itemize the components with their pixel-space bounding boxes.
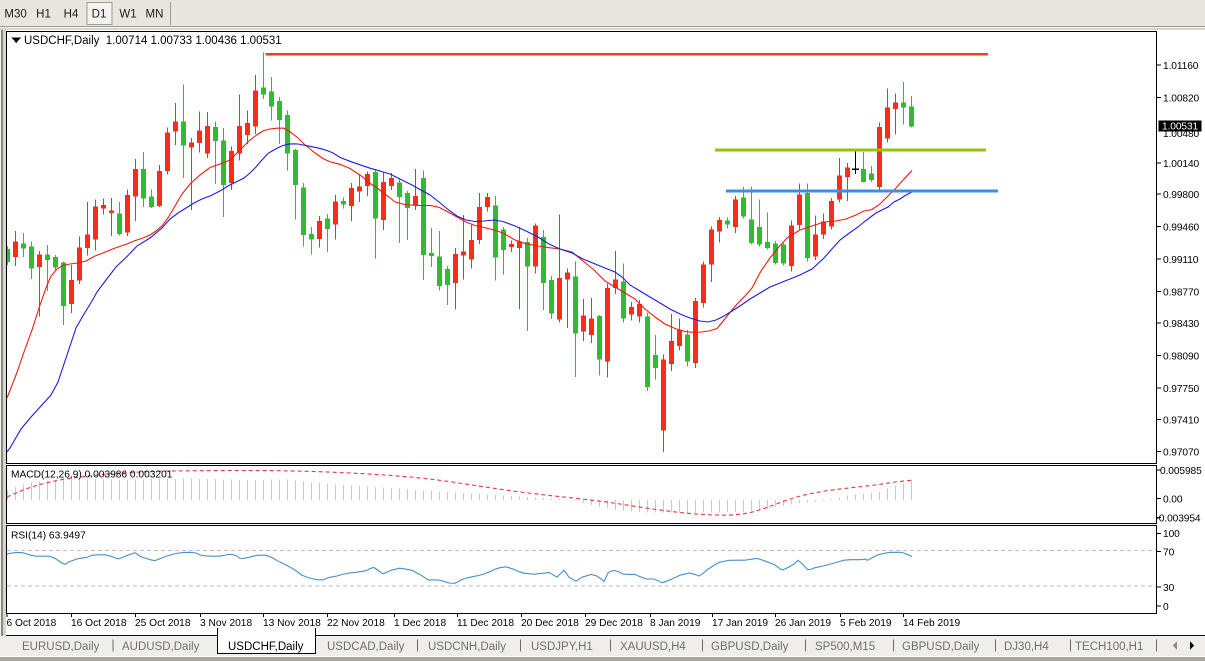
svg-text:11 Dec 2018: 11 Dec 2018 (457, 618, 514, 629)
svg-text:XAUUSD,H4: XAUUSD,H4 (620, 641, 686, 653)
svg-text:USDJPY,H1: USDJPY,H1 (531, 641, 593, 653)
svg-text:20 Dec 2018: 20 Dec 2018 (521, 618, 579, 629)
svg-text:MN: MN (146, 9, 164, 21)
svg-text:70: 70 (1163, 547, 1175, 558)
svg-text:25 Oct 2018: 25 Oct 2018 (135, 618, 191, 629)
svg-text:D1: D1 (92, 9, 107, 21)
svg-text:30: 30 (1163, 583, 1175, 594)
svg-text:1.00531: 1.00531 (1162, 121, 1199, 132)
svg-text:1.00820: 1.00820 (1163, 93, 1200, 104)
svg-text:29 Dec 2018: 29 Dec 2018 (585, 618, 643, 629)
svg-text:0.98770: 0.98770 (1163, 287, 1200, 298)
svg-text:16 Oct 2018: 16 Oct 2018 (71, 618, 127, 629)
svg-text:RSI(14) 63.9497: RSI(14) 63.9497 (11, 531, 86, 542)
svg-text:14 Feb 2019: 14 Feb 2019 (903, 618, 961, 629)
svg-text:1 Dec 2018: 1 Dec 2018 (394, 618, 446, 629)
svg-text:USDCHF,Daily: USDCHF,Daily (228, 641, 304, 653)
svg-text:GBPUSD,Daily: GBPUSD,Daily (902, 641, 980, 653)
svg-text:AUDUSD,Daily: AUDUSD,Daily (122, 641, 200, 653)
svg-text:0.99460: 0.99460 (1163, 222, 1200, 233)
svg-text:0.98090: 0.98090 (1163, 351, 1200, 362)
svg-text:0.99110: 0.99110 (1163, 255, 1199, 266)
svg-text:0.98430: 0.98430 (1163, 319, 1200, 330)
svg-text:5 Feb 2019: 5 Feb 2019 (840, 618, 892, 629)
svg-text:0.005985: 0.005985 (1160, 466, 1202, 477)
svg-text:TECH100,H1: TECH100,H1 (1075, 641, 1143, 653)
svg-text:EURUSD,Daily: EURUSD,Daily (22, 641, 100, 653)
svg-text:H4: H4 (64, 9, 79, 21)
svg-text:3 Nov 2018: 3 Nov 2018 (200, 618, 252, 629)
svg-text:-0.003954: -0.003954 (1156, 513, 1201, 524)
svg-text:USDCNH,Daily: USDCNH,Daily (428, 641, 506, 653)
svg-text:1.00480: 1.00480 (1163, 129, 1200, 140)
svg-text:8 Jan 2019: 8 Jan 2019 (650, 618, 701, 629)
svg-text:0.97750: 0.97750 (1163, 384, 1200, 395)
svg-text:H1: H1 (36, 9, 51, 21)
svg-text:17 Jan 2019: 17 Jan 2019 (712, 618, 768, 629)
svg-text:SP500,M15: SP500,M15 (815, 641, 875, 653)
svg-text:13 Nov 2018: 13 Nov 2018 (263, 618, 321, 629)
svg-text:M30: M30 (4, 9, 26, 21)
svg-text:MACD(12,26,9) 0.003986 0.00320: MACD(12,26,9) 0.003986 0.003201 (11, 470, 173, 481)
svg-text:0.00: 0.00 (1163, 494, 1183, 505)
svg-text:0: 0 (1163, 602, 1169, 613)
svg-text:USDCAD,Daily: USDCAD,Daily (327, 641, 405, 653)
svg-text:1.00140: 1.00140 (1163, 159, 1200, 170)
svg-text:1.01160: 1.01160 (1163, 61, 1199, 72)
svg-text:GBPUSD,Daily: GBPUSD,Daily (711, 641, 789, 653)
svg-text:USDCHF,Daily 1.00714 1.00733: USDCHF,Daily 1.00714 1.00733 1.00436 1.0… (24, 35, 282, 47)
svg-text:0.97410: 0.97410 (1163, 415, 1200, 426)
svg-text:100: 100 (1163, 529, 1180, 540)
svg-text:0.97070: 0.97070 (1163, 447, 1200, 458)
svg-text:22 Nov 2018: 22 Nov 2018 (327, 618, 385, 629)
svg-text:W1: W1 (119, 9, 136, 21)
svg-text:6 Oct 2018: 6 Oct 2018 (7, 618, 57, 629)
svg-text:26 Jan 2019: 26 Jan 2019 (775, 618, 831, 629)
svg-text:0.99800: 0.99800 (1163, 190, 1200, 201)
svg-text:DJ30,H4: DJ30,H4 (1004, 641, 1049, 653)
